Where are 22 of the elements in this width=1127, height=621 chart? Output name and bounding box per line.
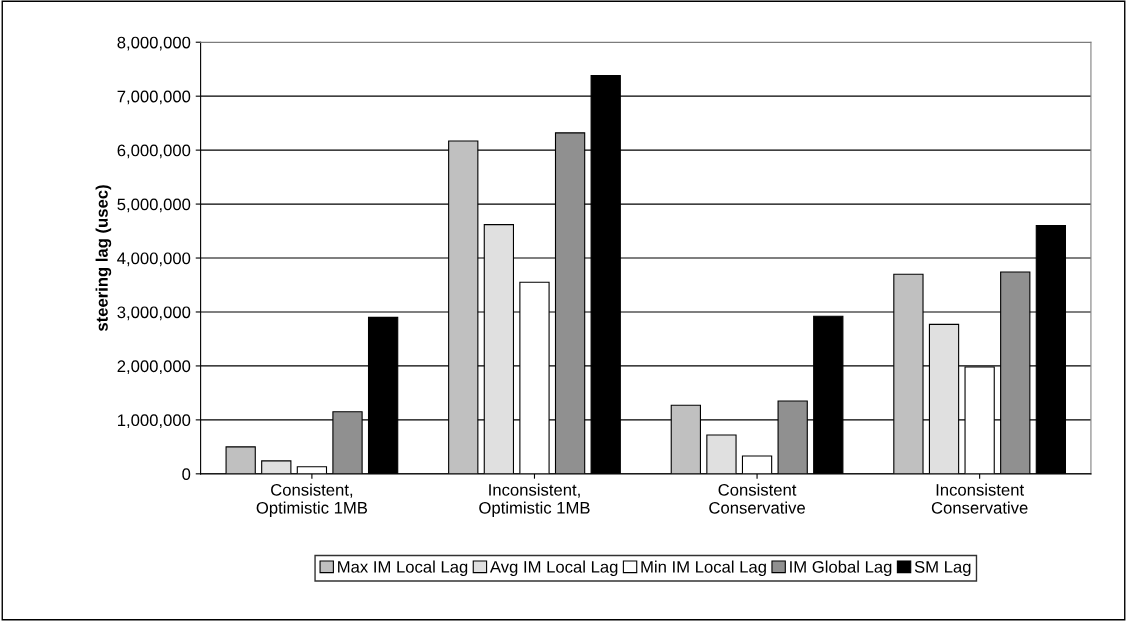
x-tick-label: Consistent Conservative	[709, 483, 805, 514]
bar	[706, 434, 737, 474]
x-tick-label: Inconsistent Conservative	[931, 483, 1028, 514]
legend-label: Max IM Local Lag	[338, 560, 468, 577]
y-tick-label: 2,000,000	[117, 360, 191, 375]
x-tick-label: Inconsistent, Optimistic 1MB	[479, 483, 590, 518]
y-axis-title: steering lag (usec)	[95, 185, 112, 332]
y-tick-label: 6,000,000	[117, 144, 191, 159]
bar	[261, 460, 292, 474]
x-tick-label: Consistent, Optimistic 1MB	[256, 483, 368, 518]
y-tick-label: 0	[182, 468, 191, 481]
y-tick-label: 5,000,000	[117, 198, 191, 213]
y-tick-label: 1,000,000	[118, 414, 191, 429]
legend-label: Avg IM Local Lag	[489, 560, 618, 577]
bar	[225, 446, 256, 474]
legend-label: IM Global Lag	[790, 560, 892, 577]
legend-label: Min IM Local Lag	[641, 560, 766, 577]
y-tick-label: 3,000,000	[117, 306, 191, 321]
y-tick-label: 7,000,000	[117, 90, 191, 105]
y-tick-label: 8,000,000	[117, 36, 191, 51]
y-tick-label: 4,000,000	[117, 252, 191, 267]
legend-label: SM Lag	[914, 560, 971, 577]
